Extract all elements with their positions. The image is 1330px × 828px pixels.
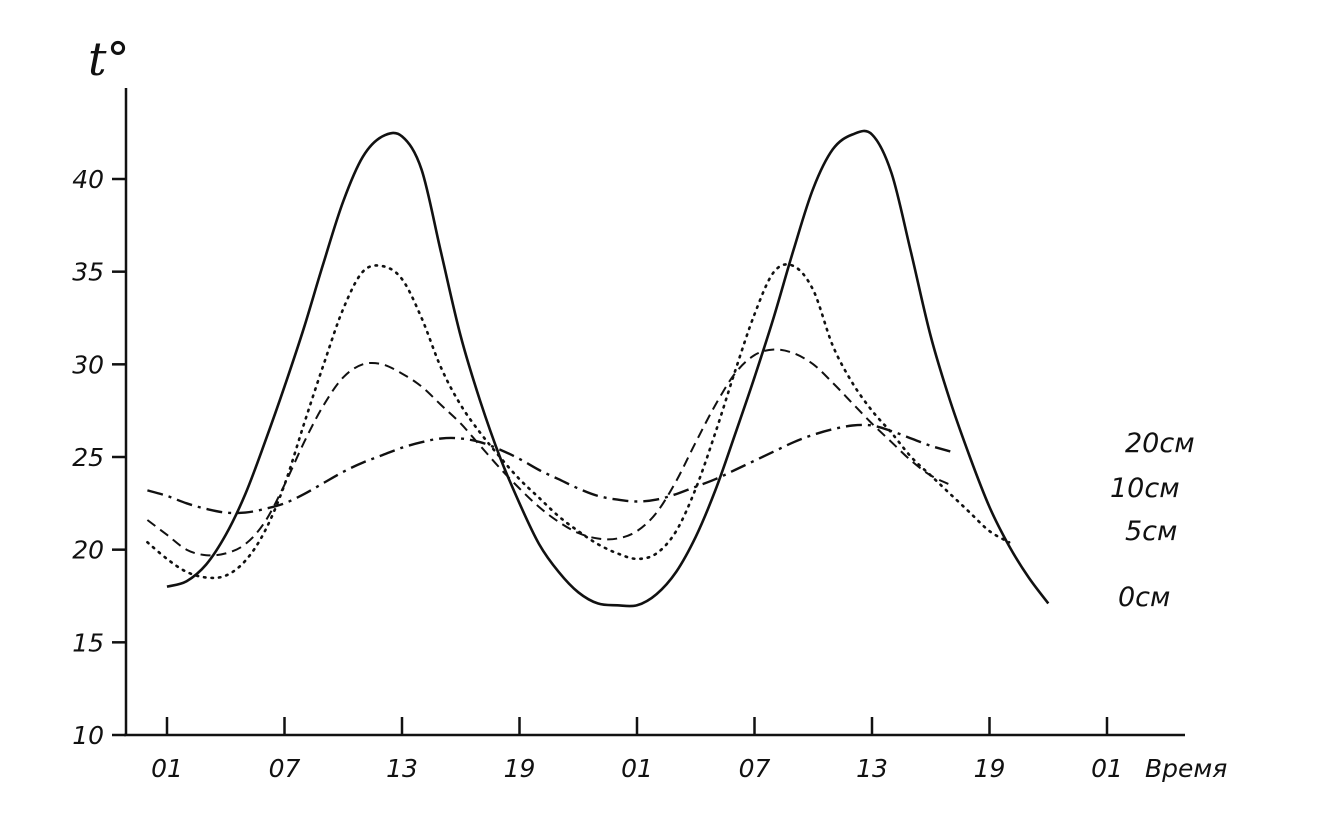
x-axis-label: Время bbox=[1145, 754, 1227, 783]
y-axis-label: t° bbox=[88, 32, 130, 86]
y-tick-label-10: 10 bbox=[72, 721, 104, 750]
series-line-2 bbox=[146, 348, 951, 557]
x-tick-label-7: 19 bbox=[974, 754, 1006, 783]
x-tick-label-2: 13 bbox=[386, 754, 418, 783]
x-tick-label-1: 07 bbox=[269, 754, 301, 783]
y-tick-label-20: 20 bbox=[72, 536, 104, 565]
axes bbox=[124, 88, 1185, 737]
series-label-3: 20см bbox=[1125, 428, 1195, 459]
x-tick-label-4: 01 bbox=[621, 754, 653, 783]
series-line-0 bbox=[166, 129, 1050, 608]
y-tick-label-15: 15 bbox=[72, 628, 104, 657]
series-label-2: 10см bbox=[1110, 473, 1180, 504]
series-labels: 0см 5см 10см 20см bbox=[1110, 428, 1195, 613]
x-tick-label-0: 01 bbox=[151, 754, 183, 783]
y-tick-label-30: 30 bbox=[72, 350, 104, 379]
x-tick-label-3: 19 bbox=[504, 754, 536, 783]
series-line-3 bbox=[147, 423, 951, 515]
x-tick-label-6: 13 bbox=[856, 754, 888, 783]
x-tick-label-8: 01 bbox=[1091, 754, 1123, 783]
y-tick-label-40: 40 bbox=[72, 165, 104, 194]
x-ticks: 01 07 13 19 01 07 13 19 01 bbox=[151, 717, 1123, 783]
series-group bbox=[146, 129, 1050, 608]
series-label-0: 0см bbox=[1118, 582, 1170, 613]
y-tick-label-25: 25 bbox=[72, 443, 104, 472]
y-ticks: 10 15 20 25 30 35 40 bbox=[72, 165, 126, 750]
x-tick-label-5: 07 bbox=[739, 754, 771, 783]
y-tick-label-35: 35 bbox=[72, 258, 104, 287]
series-line-1 bbox=[146, 263, 1011, 580]
series-label-1: 5см bbox=[1125, 516, 1177, 547]
